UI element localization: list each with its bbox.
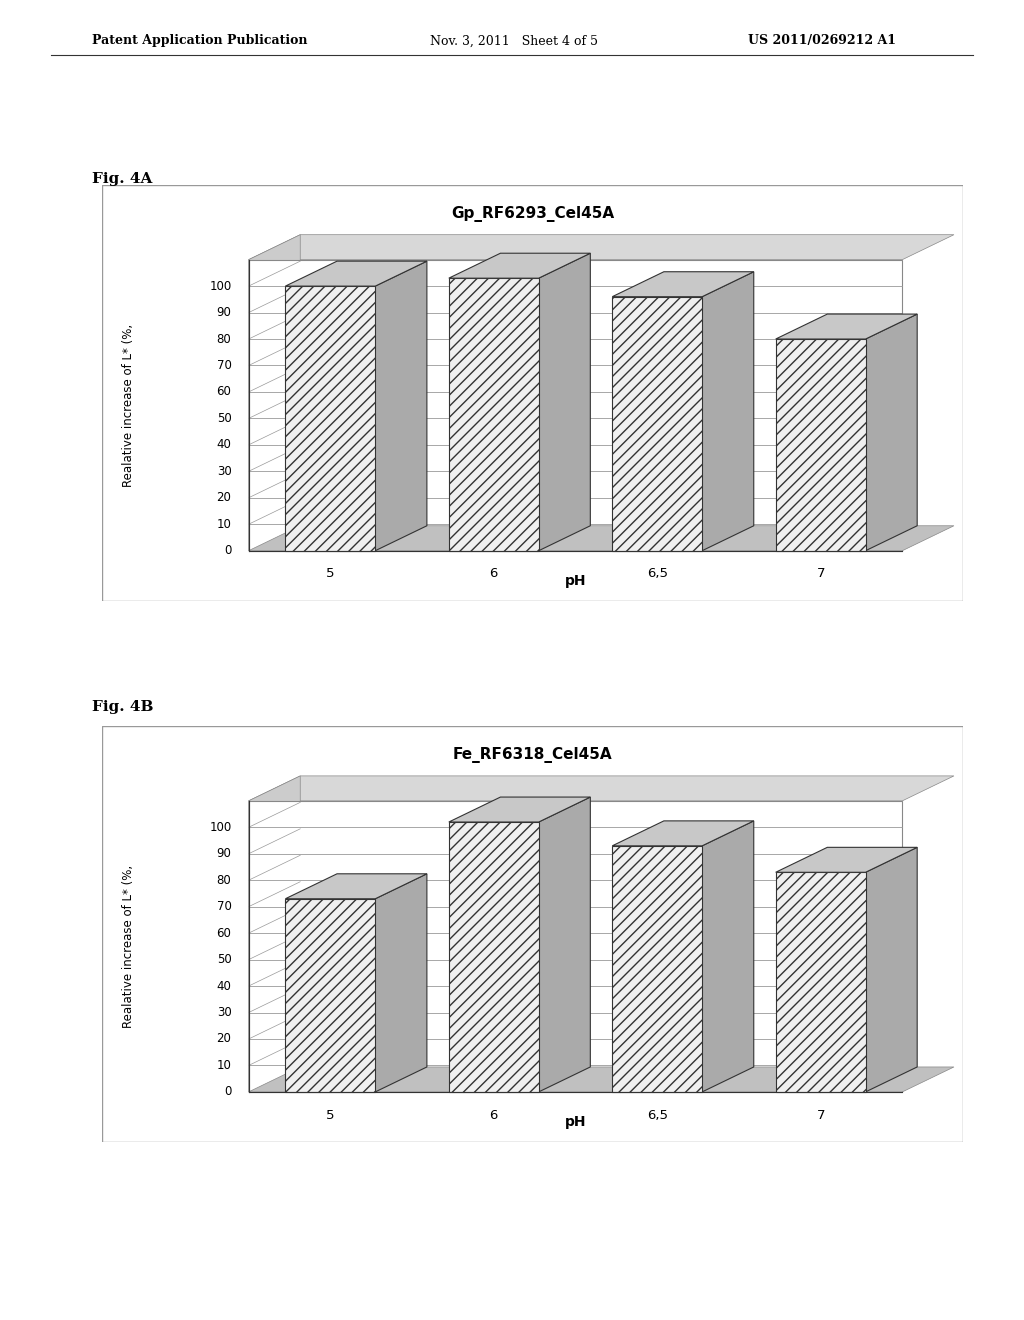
Polygon shape bbox=[286, 261, 427, 286]
Text: 6,5: 6,5 bbox=[647, 1109, 668, 1122]
Polygon shape bbox=[449, 797, 590, 822]
Text: Realative increase of L* (%,: Realative increase of L* (%, bbox=[122, 865, 135, 1028]
Text: Fig. 4A: Fig. 4A bbox=[92, 172, 153, 186]
Text: 0: 0 bbox=[224, 544, 231, 557]
Polygon shape bbox=[776, 847, 918, 873]
Polygon shape bbox=[249, 1067, 954, 1092]
Text: 20: 20 bbox=[216, 1032, 231, 1045]
Polygon shape bbox=[612, 821, 754, 846]
Text: 40: 40 bbox=[216, 438, 231, 451]
Text: 6,5: 6,5 bbox=[647, 568, 668, 581]
Text: 0: 0 bbox=[224, 1085, 231, 1098]
Text: 70: 70 bbox=[216, 359, 231, 372]
Text: US 2011/0269212 A1: US 2011/0269212 A1 bbox=[748, 34, 896, 48]
Polygon shape bbox=[375, 874, 427, 1092]
Text: Nov. 3, 2011   Sheet 4 of 5: Nov. 3, 2011 Sheet 4 of 5 bbox=[430, 34, 598, 48]
Text: 50: 50 bbox=[217, 412, 231, 425]
Text: Fig. 4B: Fig. 4B bbox=[92, 700, 154, 714]
Text: 80: 80 bbox=[217, 333, 231, 346]
Polygon shape bbox=[612, 297, 702, 550]
Text: pH: pH bbox=[565, 1115, 586, 1130]
Bar bbox=[249, 801, 902, 1092]
Text: Fe_RF6318_Cel45A: Fe_RF6318_Cel45A bbox=[453, 747, 612, 763]
Text: 70: 70 bbox=[216, 900, 231, 913]
Polygon shape bbox=[286, 286, 375, 550]
Text: 20: 20 bbox=[216, 491, 231, 504]
Text: 60: 60 bbox=[216, 385, 231, 399]
Text: Gp_RF6293_Cel45A: Gp_RF6293_Cel45A bbox=[451, 206, 614, 222]
Text: 5: 5 bbox=[326, 568, 335, 581]
Polygon shape bbox=[776, 339, 865, 550]
Bar bbox=[249, 260, 902, 550]
Text: 100: 100 bbox=[209, 280, 231, 293]
Polygon shape bbox=[249, 235, 300, 550]
Text: 30: 30 bbox=[217, 465, 231, 478]
Text: Realative increase of L* (%,: Realative increase of L* (%, bbox=[122, 323, 135, 487]
Text: 40: 40 bbox=[216, 979, 231, 993]
Polygon shape bbox=[249, 525, 954, 550]
Text: 10: 10 bbox=[216, 1059, 231, 1072]
Text: 50: 50 bbox=[217, 953, 231, 966]
Polygon shape bbox=[249, 776, 954, 801]
Polygon shape bbox=[865, 314, 918, 550]
Polygon shape bbox=[865, 847, 918, 1092]
Polygon shape bbox=[286, 899, 375, 1092]
Text: 6: 6 bbox=[489, 1109, 498, 1122]
Polygon shape bbox=[702, 272, 754, 550]
Text: 60: 60 bbox=[216, 927, 231, 940]
Polygon shape bbox=[449, 279, 539, 550]
Polygon shape bbox=[286, 874, 427, 899]
Text: Patent Application Publication: Patent Application Publication bbox=[92, 34, 307, 48]
Polygon shape bbox=[612, 846, 702, 1092]
Polygon shape bbox=[449, 253, 590, 279]
Text: 100: 100 bbox=[209, 821, 231, 834]
Text: 90: 90 bbox=[216, 306, 231, 319]
Polygon shape bbox=[612, 272, 754, 297]
Polygon shape bbox=[375, 261, 427, 550]
Text: 90: 90 bbox=[216, 847, 231, 861]
Polygon shape bbox=[702, 821, 754, 1092]
Polygon shape bbox=[249, 235, 954, 260]
Text: 30: 30 bbox=[217, 1006, 231, 1019]
Text: 80: 80 bbox=[217, 874, 231, 887]
Text: 6: 6 bbox=[489, 568, 498, 581]
Polygon shape bbox=[776, 314, 918, 339]
Text: 7: 7 bbox=[816, 568, 825, 581]
Text: 10: 10 bbox=[216, 517, 231, 531]
Polygon shape bbox=[449, 822, 539, 1092]
Polygon shape bbox=[776, 873, 865, 1092]
Text: 7: 7 bbox=[816, 1109, 825, 1122]
Text: 5: 5 bbox=[326, 1109, 335, 1122]
Text: pH: pH bbox=[565, 574, 586, 589]
Polygon shape bbox=[539, 253, 590, 550]
Polygon shape bbox=[539, 797, 590, 1092]
Polygon shape bbox=[249, 776, 300, 1092]
